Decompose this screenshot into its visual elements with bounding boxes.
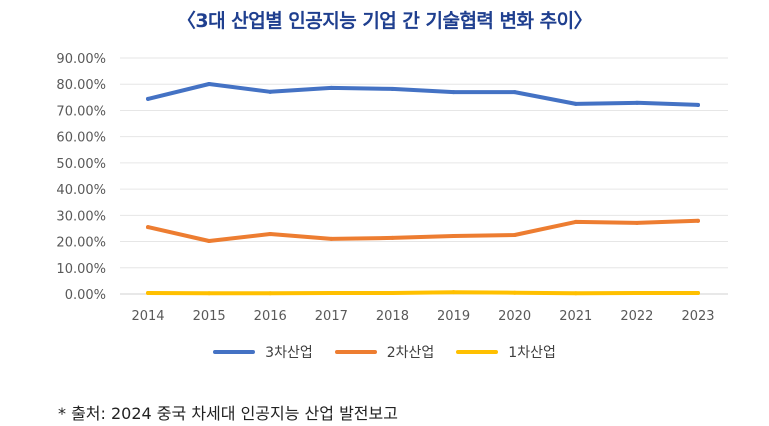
line-chart: 0.00% 10.00% 20.00% 30.00% 40.00% 50.00% 60.00… (56, 52, 728, 324)
data-point (390, 86, 395, 91)
data-point (451, 90, 456, 95)
x-tick-label: 2015 (193, 309, 226, 324)
series-line-1 (146, 218, 700, 243)
data-point (268, 231, 273, 236)
x-tick-label: 2020 (498, 309, 531, 324)
data-point (573, 291, 578, 296)
data-point (573, 219, 578, 224)
data-point (207, 81, 212, 86)
x-tick-label: 2019 (437, 309, 470, 324)
data-point (512, 290, 517, 295)
x-tick-label: 2018 (376, 309, 409, 324)
data-point (573, 101, 578, 106)
data-point (512, 90, 517, 95)
y-tick-label: 50.00% (56, 157, 106, 172)
chart-title: 〈3대 산업별 인공지능 기업 간 기술협력 변화 추이〉 (176, 10, 593, 32)
series-lines (146, 81, 700, 296)
legend-item-tertiary[interactable]: 3차산업 (213, 342, 313, 362)
x-tick-label: 2022 (620, 309, 653, 324)
y-tick-label: 0.00% (65, 288, 106, 303)
legend-item-primary[interactable]: 1차산업 (456, 342, 556, 362)
source-note: * 출처: 2024 중국 차세대 인공지능 산업 발전보고 (58, 404, 398, 423)
x-tick-label: 2017 (315, 309, 348, 324)
data-point (451, 234, 456, 239)
data-point (634, 220, 639, 225)
y-axis-ticks: 0.00% 10.00% 20.00% 30.00% 40.00% 50.00% 60.00… (56, 52, 106, 303)
data-point (207, 291, 212, 296)
data-point (451, 290, 456, 295)
data-point (146, 96, 150, 101)
series-line-0 (146, 82, 700, 107)
legend: 3차산업 2차산업 1차산업 (0, 342, 769, 362)
data-point (634, 100, 639, 105)
x-tick-label: 2016 (254, 309, 287, 324)
x-tick-label: 2023 (681, 309, 714, 324)
y-tick-label: 30.00% (56, 209, 106, 224)
x-tick-label: 2021 (559, 309, 592, 324)
series-line-2 (146, 290, 700, 296)
legend-item-secondary[interactable]: 2차산업 (334, 342, 435, 362)
data-point (268, 291, 273, 296)
legend-label-tertiary: 3차산업 (265, 345, 313, 361)
y-tick-label: 70.00% (56, 104, 106, 119)
y-tick-label: 60.00% (56, 131, 106, 146)
y-tick-label: 20.00% (56, 236, 106, 251)
data-point (268, 89, 273, 94)
data-point (329, 85, 334, 90)
legend-label-secondary: 2차산업 (386, 345, 435, 361)
data-point (207, 239, 212, 244)
data-point (146, 290, 150, 295)
legend-label-primary: 1차산업 (508, 345, 556, 361)
data-point (634, 290, 639, 295)
data-point (696, 102, 700, 107)
x-axis-ticks: 2014 2015 2016 2017 2018 2019 2020 2021 2022 2023 (131, 309, 714, 324)
data-point (146, 225, 150, 230)
data-point (390, 235, 395, 240)
data-point (390, 290, 395, 295)
data-point (696, 218, 700, 223)
gridlines (120, 57, 728, 295)
y-tick-label: 40.00% (56, 183, 106, 198)
data-point (696, 290, 700, 295)
legend-swatch-tertiary (213, 350, 256, 354)
data-point (512, 233, 517, 237)
legend-swatch-primary (456, 350, 499, 354)
data-point (329, 290, 334, 295)
y-tick-label: 90.00% (56, 52, 106, 67)
y-tick-label: 10.00% (56, 262, 106, 277)
x-tick-label: 2014 (131, 309, 164, 324)
y-tick-label: 80.00% (56, 78, 106, 93)
data-point (329, 236, 334, 241)
legend-swatch-secondary (334, 350, 377, 354)
